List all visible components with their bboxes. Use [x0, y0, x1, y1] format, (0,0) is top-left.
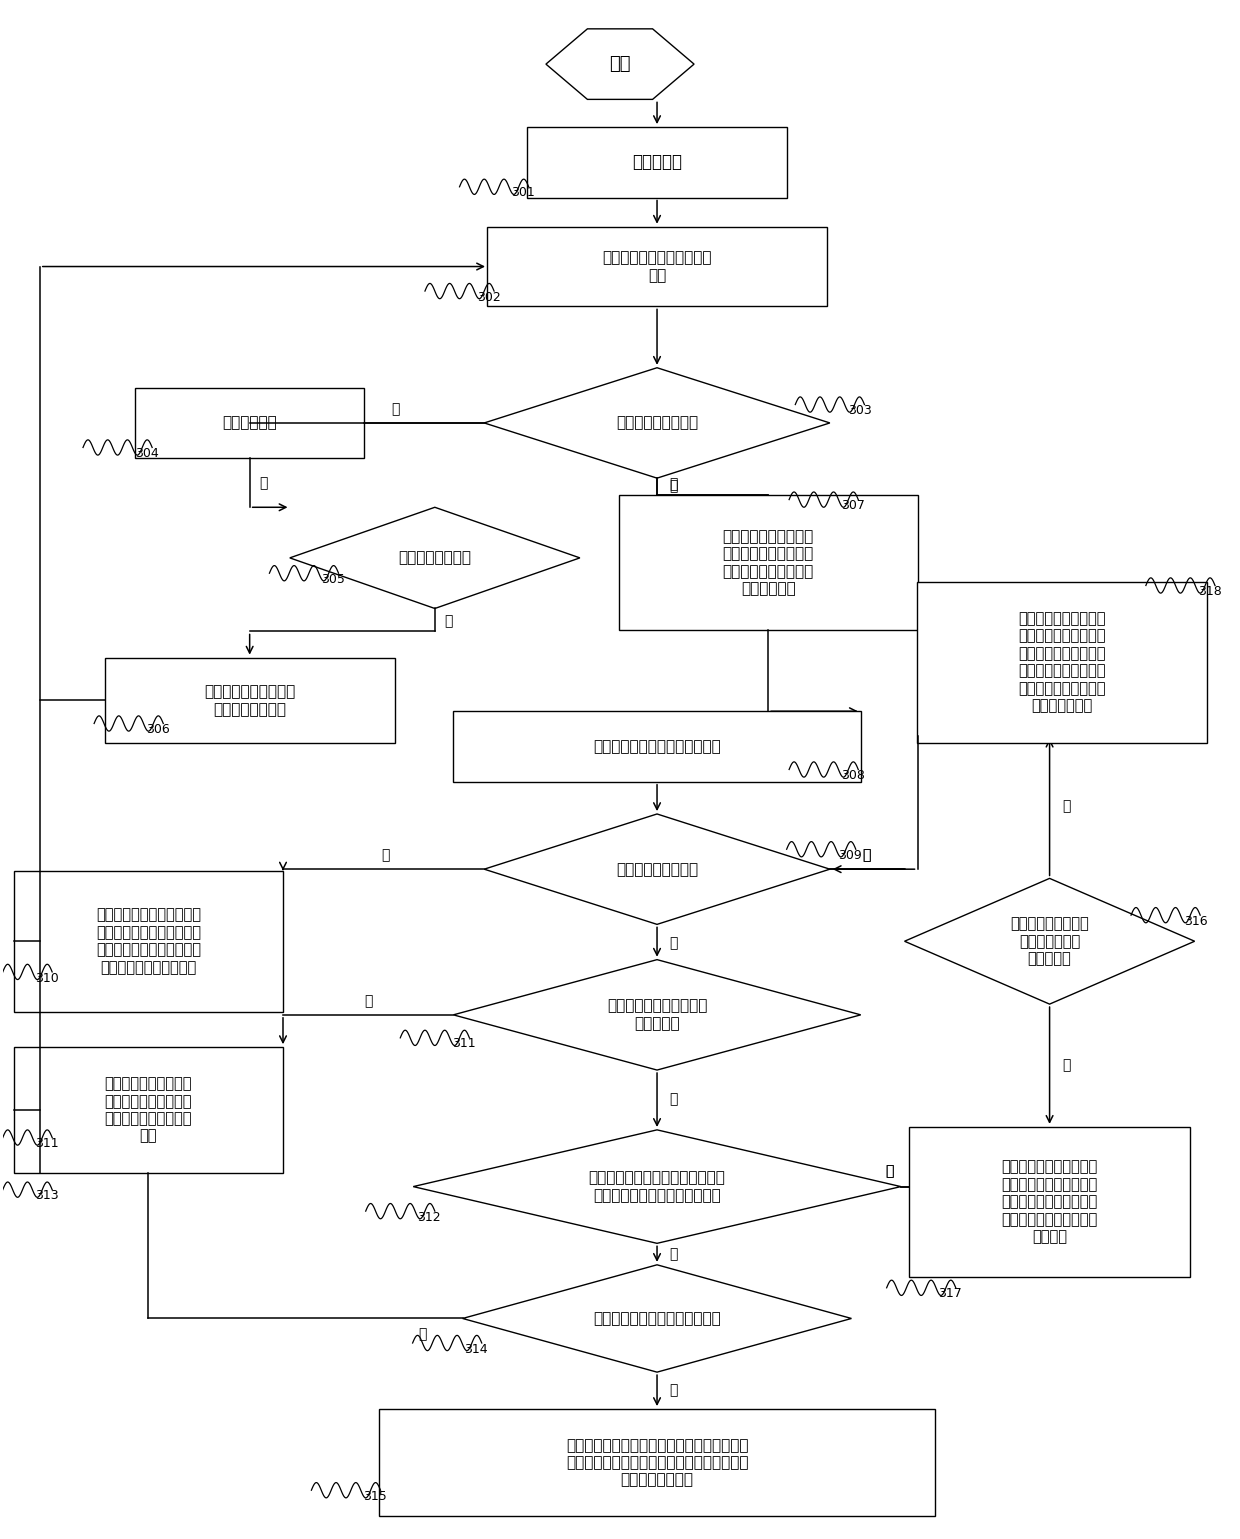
Text: 否: 否: [1061, 799, 1070, 813]
Text: 判断第二帧拍摄图像中的人像与第
一帧拍摄图像中的人脸是否匹配: 判断第二帧拍摄图像中的人像与第 一帧拍摄图像中的人脸是否匹配: [589, 1170, 725, 1203]
Text: 是: 是: [381, 848, 389, 862]
Text: 否: 否: [863, 848, 870, 862]
FancyBboxPatch shape: [909, 1127, 1190, 1277]
Text: 判断是否检测到人脸: 判断是否检测到人脸: [616, 416, 698, 431]
Text: 317: 317: [939, 1288, 962, 1300]
Text: 是: 是: [670, 477, 678, 491]
FancyBboxPatch shape: [454, 711, 861, 782]
Text: 315: 315: [363, 1490, 387, 1504]
Text: 311: 311: [453, 1037, 476, 1051]
Text: 313: 313: [35, 1190, 58, 1202]
Text: 判断是否检测到人脸: 判断是否检测到人脸: [616, 862, 698, 877]
Text: 是: 是: [259, 476, 268, 489]
Text: 308: 308: [841, 770, 864, 782]
Polygon shape: [290, 508, 580, 608]
Text: 316: 316: [1184, 914, 1208, 928]
Polygon shape: [546, 29, 694, 100]
Text: 302: 302: [477, 291, 501, 303]
Polygon shape: [904, 879, 1194, 1003]
Polygon shape: [463, 1265, 852, 1373]
FancyBboxPatch shape: [379, 1408, 935, 1516]
Text: 301: 301: [511, 186, 536, 200]
Text: 312: 312: [418, 1211, 441, 1224]
Text: 306: 306: [146, 723, 170, 736]
Text: 是: 是: [885, 1165, 893, 1179]
Text: 是: 是: [885, 1165, 893, 1179]
Text: 是: 是: [670, 479, 678, 492]
Text: 确定第二预设调整梯度，
将第二预设调整梯度确定
为应用于第三帧拍摄图像
的曝光调整参数，并进行
曝光调整: 确定第二预设调整梯度， 将第二预设调整梯度确定 为应用于第三帧拍摄图像 的曝光调…: [1002, 1159, 1097, 1244]
Polygon shape: [484, 368, 830, 479]
Text: 根据人脸是否存在变化进行
微调或者维持曝光，获取应
用于第三帧拍摄图像的曝光
调整参数并进行曝光调整: 根据人脸是否存在变化进行 微调或者维持曝光，获取应 用于第三帧拍摄图像的曝光 调…: [95, 908, 201, 974]
Text: 是: 是: [670, 1093, 678, 1107]
Text: 否: 否: [863, 848, 870, 862]
Text: 开始: 开始: [609, 55, 631, 74]
Polygon shape: [484, 814, 830, 925]
Text: 否: 否: [670, 936, 678, 950]
Text: 是: 是: [365, 994, 372, 1008]
Text: 307: 307: [841, 499, 864, 512]
Text: 获取应用于第二帧拍摄
图像的曝光调整参数，
进行曝光调整，并设置
人脸标识信息: 获取应用于第二帧拍摄 图像的曝光调整参数， 进行曝光调整，并设置 人脸标识信息: [723, 529, 813, 596]
Text: 303: 303: [848, 405, 872, 417]
Text: 是: 是: [1061, 1059, 1070, 1073]
Text: 进行人像检测: 进行人像检测: [222, 416, 277, 431]
Text: 318: 318: [1198, 585, 1221, 599]
Text: 开启摄像头: 开启摄像头: [632, 154, 682, 171]
Text: 对第二帧拍摄图像进行
曝光参数初始调整: 对第二帧拍摄图像进行 曝光参数初始调整: [205, 685, 295, 717]
Text: 进行人像检测并判断是否
检测到人像: 进行人像检测并判断是否 检测到人像: [606, 999, 707, 1031]
Text: 对第二帧拍摄图像进行人脸检测: 对第二帧拍摄图像进行人脸检测: [593, 739, 720, 754]
FancyBboxPatch shape: [619, 496, 918, 629]
Text: 314: 314: [465, 1342, 489, 1356]
Text: 310: 310: [35, 971, 58, 985]
Text: 309: 309: [838, 850, 862, 862]
Text: 305: 305: [321, 573, 345, 586]
Text: 否: 否: [670, 1247, 678, 1260]
Text: 否: 否: [670, 1384, 678, 1397]
FancyBboxPatch shape: [135, 388, 363, 459]
Text: 是: 是: [445, 614, 453, 628]
Text: 304: 304: [135, 448, 159, 460]
Text: 维持曝光参数，获取应
用于第三帧拍摄图像的
曝光调整参数进行曝光
调整: 维持曝光参数，获取应 用于第三帧拍摄图像的 曝光调整参数进行曝光 调整: [104, 1076, 192, 1143]
Polygon shape: [413, 1130, 900, 1244]
Text: 确定第一预设调整梯度，将第一预设调整梯度
确定为应用于第三帧拍摄图像的曝光调整参数
，并进行曝光调整: 确定第一预设调整梯度，将第一预设调整梯度 确定为应用于第三帧拍摄图像的曝光调整参…: [565, 1437, 748, 1488]
FancyBboxPatch shape: [527, 128, 786, 197]
Text: 进行运动跟踪计算，
检测是否存在人
脸运动轨迹: 进行运动跟踪计算， 检测是否存在人 脸运动轨迹: [1011, 916, 1089, 966]
Text: 判断人像位置是否在运动轨迹上: 判断人像位置是否在运动轨迹上: [593, 1311, 720, 1327]
Text: 判断是否存在人像: 判断是否存在人像: [398, 551, 471, 565]
FancyBboxPatch shape: [104, 657, 394, 743]
Text: 311: 311: [35, 1137, 58, 1150]
FancyBboxPatch shape: [14, 871, 283, 1011]
FancyBboxPatch shape: [916, 582, 1207, 743]
Text: 是: 是: [418, 1327, 427, 1340]
FancyBboxPatch shape: [14, 1047, 283, 1173]
Text: 否: 否: [391, 402, 399, 416]
Text: 消除人脸标识信息，确
定第三预设调整梯度，
将第三预设调整梯度确
定为应用于第三帧拍摄
图像的曝光调整参数，
并进行曝光调整: 消除人脸标识信息，确 定第三预设调整梯度， 将第三预设调整梯度确 定为应用于第三…: [1018, 611, 1106, 713]
Text: 对获取的拍摄图像进行人脸
检测: 对获取的拍摄图像进行人脸 检测: [603, 251, 712, 283]
Polygon shape: [454, 960, 861, 1070]
FancyBboxPatch shape: [487, 226, 827, 306]
